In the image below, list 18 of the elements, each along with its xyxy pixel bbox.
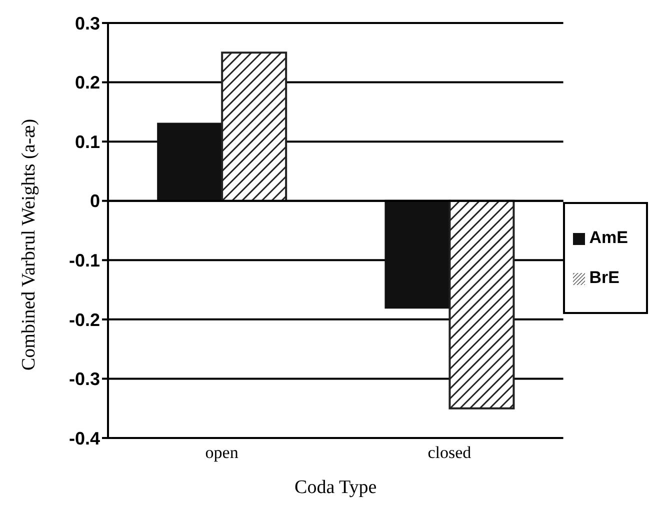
y-tick-label: -0.2 (68, 310, 100, 330)
legend-label: BrE (589, 268, 620, 287)
y-axis-title: Combined Varbrul Weights (a-æ) (18, 118, 40, 370)
y-tick-label: 0.1 (74, 132, 100, 152)
x-axis-title: Coda Type (294, 477, 377, 498)
bar (384, 200, 451, 309)
y-tick-label: 0 (90, 191, 100, 212)
y-tick-label: -0.3 (68, 369, 100, 390)
bar (157, 122, 224, 202)
legend-label: AmE (589, 228, 628, 247)
x-tick-label: closed (428, 443, 472, 462)
y-tick-label: 0.3 (74, 13, 100, 34)
bar (448, 200, 515, 410)
y-tick-label: 0.2 (74, 72, 100, 93)
y-tick-label: -0.1 (68, 250, 100, 271)
bar (221, 52, 288, 202)
x-tick-label: open (205, 443, 239, 462)
y-tick-label: -0.4 (68, 428, 100, 448)
